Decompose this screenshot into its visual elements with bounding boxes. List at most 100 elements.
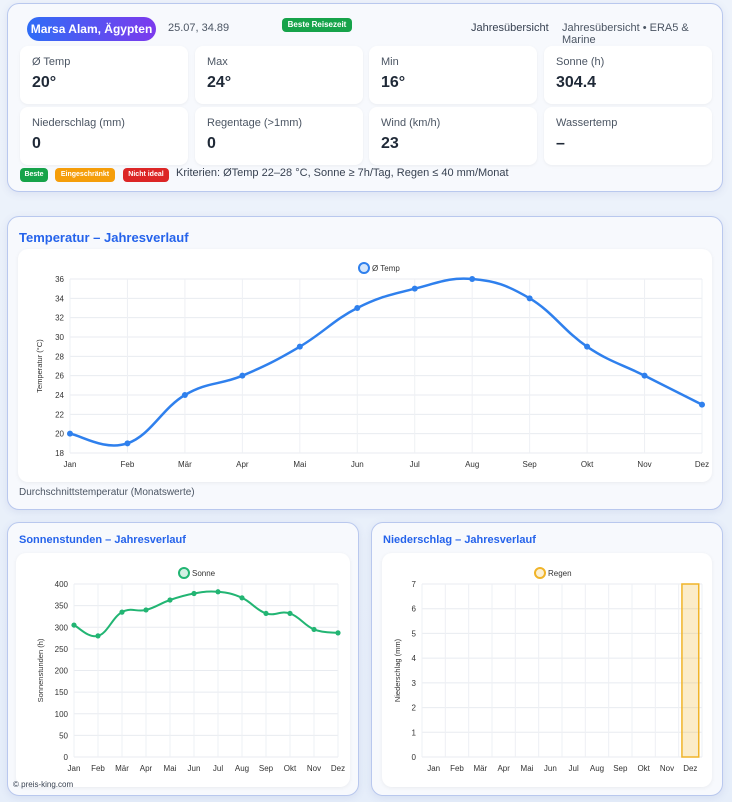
- y-tick-label: 6: [412, 605, 417, 614]
- x-tick-label: Apr: [140, 764, 153, 773]
- x-tick-label: Aug: [235, 764, 249, 773]
- data-point-Feb: [95, 633, 101, 639]
- stat-label: Min: [381, 56, 399, 68]
- data-point-Okt: [287, 610, 293, 617]
- sunshine-chart: 0 50 100 150 200 250 300 350 400 Jan Feb Mär Apr Mai J…: [36, 567, 345, 773]
- x-tick-label: Jul: [213, 764, 223, 773]
- temperature-card: Temperatur – Jahresverlauf 18 20 22 24 26 28 3…: [7, 216, 723, 510]
- view-label[interactable]: Jahresübersicht: [471, 22, 549, 34]
- data-point-Jul: [215, 589, 221, 595]
- y-tick-label: 1: [412, 728, 417, 737]
- summary-card: Marsa Alam, Ägypten 25.07, 34.89 Beste R…: [7, 3, 723, 192]
- x-tick-label: Mär: [115, 764, 129, 773]
- rain-chart: 0 1 2 3 4 5 6 7 Jan Feb Mär Apr Mai Jun Jul Aug Sep Okt No…: [393, 567, 703, 773]
- x-tick-label: Apr: [236, 460, 249, 469]
- stat-label: Wassertemp: [556, 117, 618, 129]
- y-tick-label: 50: [59, 731, 68, 740]
- x-tick-label: Okt: [284, 764, 297, 773]
- x-tick-label: Jan: [64, 460, 77, 469]
- legend-badge-limited: Eingeschränkt: [55, 168, 115, 182]
- y-axis-label: Niederschlag (mm): [393, 638, 402, 702]
- stat-value: 24°: [207, 74, 232, 91]
- y-tick-label: 150: [55, 688, 69, 697]
- x-tick-label: Okt: [581, 460, 594, 469]
- x-tick-label: Aug: [590, 764, 604, 773]
- legend-marker: [358, 262, 370, 274]
- y-tick-label: 24: [55, 391, 64, 400]
- stat-label: Wind (km/h): [381, 117, 441, 129]
- stat-label: Sonne (h): [556, 56, 605, 68]
- y-tick-label: 400: [55, 580, 69, 589]
- y-tick-label: 200: [55, 667, 69, 676]
- x-tick-label: Nov: [660, 764, 674, 773]
- x-tick-label: Dez: [331, 764, 345, 773]
- stat-max-temp: Max 24°: [195, 46, 363, 104]
- x-tick-label: Dez: [695, 460, 709, 469]
- sunshine-title: Sonnenstunden – Jahresverlauf: [19, 534, 186, 546]
- x-tick-label: Feb: [450, 764, 464, 773]
- stat-label: Max: [207, 56, 228, 68]
- data-point-Sep: [263, 610, 269, 617]
- data-point-Jan: [71, 622, 77, 628]
- stat-wind: Wind (km/h) 23: [369, 107, 537, 165]
- legend-badge-best: Beste: [20, 168, 48, 182]
- y-tick-label: 350: [55, 602, 69, 611]
- legend-label: Ø Temp: [372, 264, 400, 273]
- data-point-Feb: [124, 440, 131, 447]
- y-tick-label: 32: [55, 314, 64, 323]
- data-point-Mai: [296, 343, 303, 350]
- temperature-chart-panel: 18 20 22 24 26 28 30 32 34 36 Jan Feb Mär Apr Mai Jun Ju…: [18, 249, 712, 482]
- y-tick-label: 26: [55, 372, 64, 381]
- data-point-Aug: [239, 595, 245, 601]
- stat-value: 0: [32, 135, 41, 152]
- data-point-Mär: [181, 392, 188, 398]
- y-tick-label: 4: [412, 654, 417, 663]
- y-tick-label: 0: [412, 753, 417, 762]
- y-tick-label: 28: [55, 352, 64, 361]
- y-tick-label: 18: [55, 449, 64, 458]
- stat-label: Regentage (>1mm): [207, 117, 303, 129]
- x-tick-label: Sep: [259, 764, 274, 773]
- legend-marker: [534, 567, 546, 579]
- series-line: [69, 277, 703, 447]
- x-tick-label: Jun: [351, 460, 364, 469]
- stat-sunshine-hours: Sonne (h) 304.4: [544, 46, 712, 104]
- x-tick-label: Nov: [307, 764, 321, 773]
- y-tick-label: 100: [55, 710, 69, 719]
- y-tick-label: 20: [55, 430, 64, 439]
- data-point-Aug: [469, 276, 476, 282]
- temperature-title: Temperatur – Jahresverlauf: [19, 230, 189, 245]
- stat-rain-days: Regentage (>1mm) 0: [195, 107, 363, 165]
- x-tick-label: Feb: [91, 764, 105, 773]
- legend-label: Regen: [548, 569, 572, 578]
- data-point-Mai: [167, 597, 173, 603]
- best-travel-badge: Beste Reisezeit: [282, 18, 352, 32]
- x-tick-label: Sep: [613, 764, 628, 773]
- rain-card: Niederschlag – Jahresverlauf 0 1 2 3 4 5 6 7 Jan…: [371, 522, 723, 796]
- x-tick-label: Okt: [637, 764, 650, 773]
- stat-value: 16°: [381, 74, 406, 91]
- source-label: Jahresübersicht • ERA5 & Marine: [562, 22, 689, 46]
- stat-value: –: [556, 135, 565, 152]
- criteria-text: Kriterien: ØTemp 22–28 °C, Sonne ≥ 7h/Ta…: [176, 167, 509, 179]
- temperature-caption: Durchschnittstemperatur (Monatswerte): [19, 487, 195, 498]
- data-point-Jul: [411, 285, 418, 292]
- x-tick-label: Jul: [410, 460, 420, 469]
- sunshine-chart-panel: 0 50 100 150 200 250 300 350 400 Jan Feb Mär Apr Mai J…: [16, 553, 350, 787]
- data-point-Dez: [699, 401, 705, 408]
- sunshine-card: Sonnenstunden – Jahresverlauf 0 50 100 150 2…: [7, 522, 359, 796]
- legend-marker: [178, 567, 190, 579]
- watermark: © preis-king.com: [13, 780, 74, 789]
- x-tick-label: Jan: [68, 764, 81, 773]
- x-tick-label: Aug: [465, 460, 479, 469]
- x-tick-label: Apr: [497, 764, 510, 773]
- temperature-chart: 18 20 22 24 26 28 30 32 34 36 Jan Feb Mär Apr Mai Jun Ju…: [35, 262, 709, 469]
- legend-label: Sonne: [192, 569, 216, 578]
- y-tick-label: 5: [412, 629, 417, 638]
- y-tick-label: 22: [55, 410, 64, 419]
- y-tick-label: 3: [412, 679, 417, 688]
- x-tick-label: Jun: [188, 764, 201, 773]
- x-tick-label: Jul: [569, 764, 579, 773]
- stat-value: 0: [207, 135, 216, 152]
- data-point-Mär: [119, 609, 125, 615]
